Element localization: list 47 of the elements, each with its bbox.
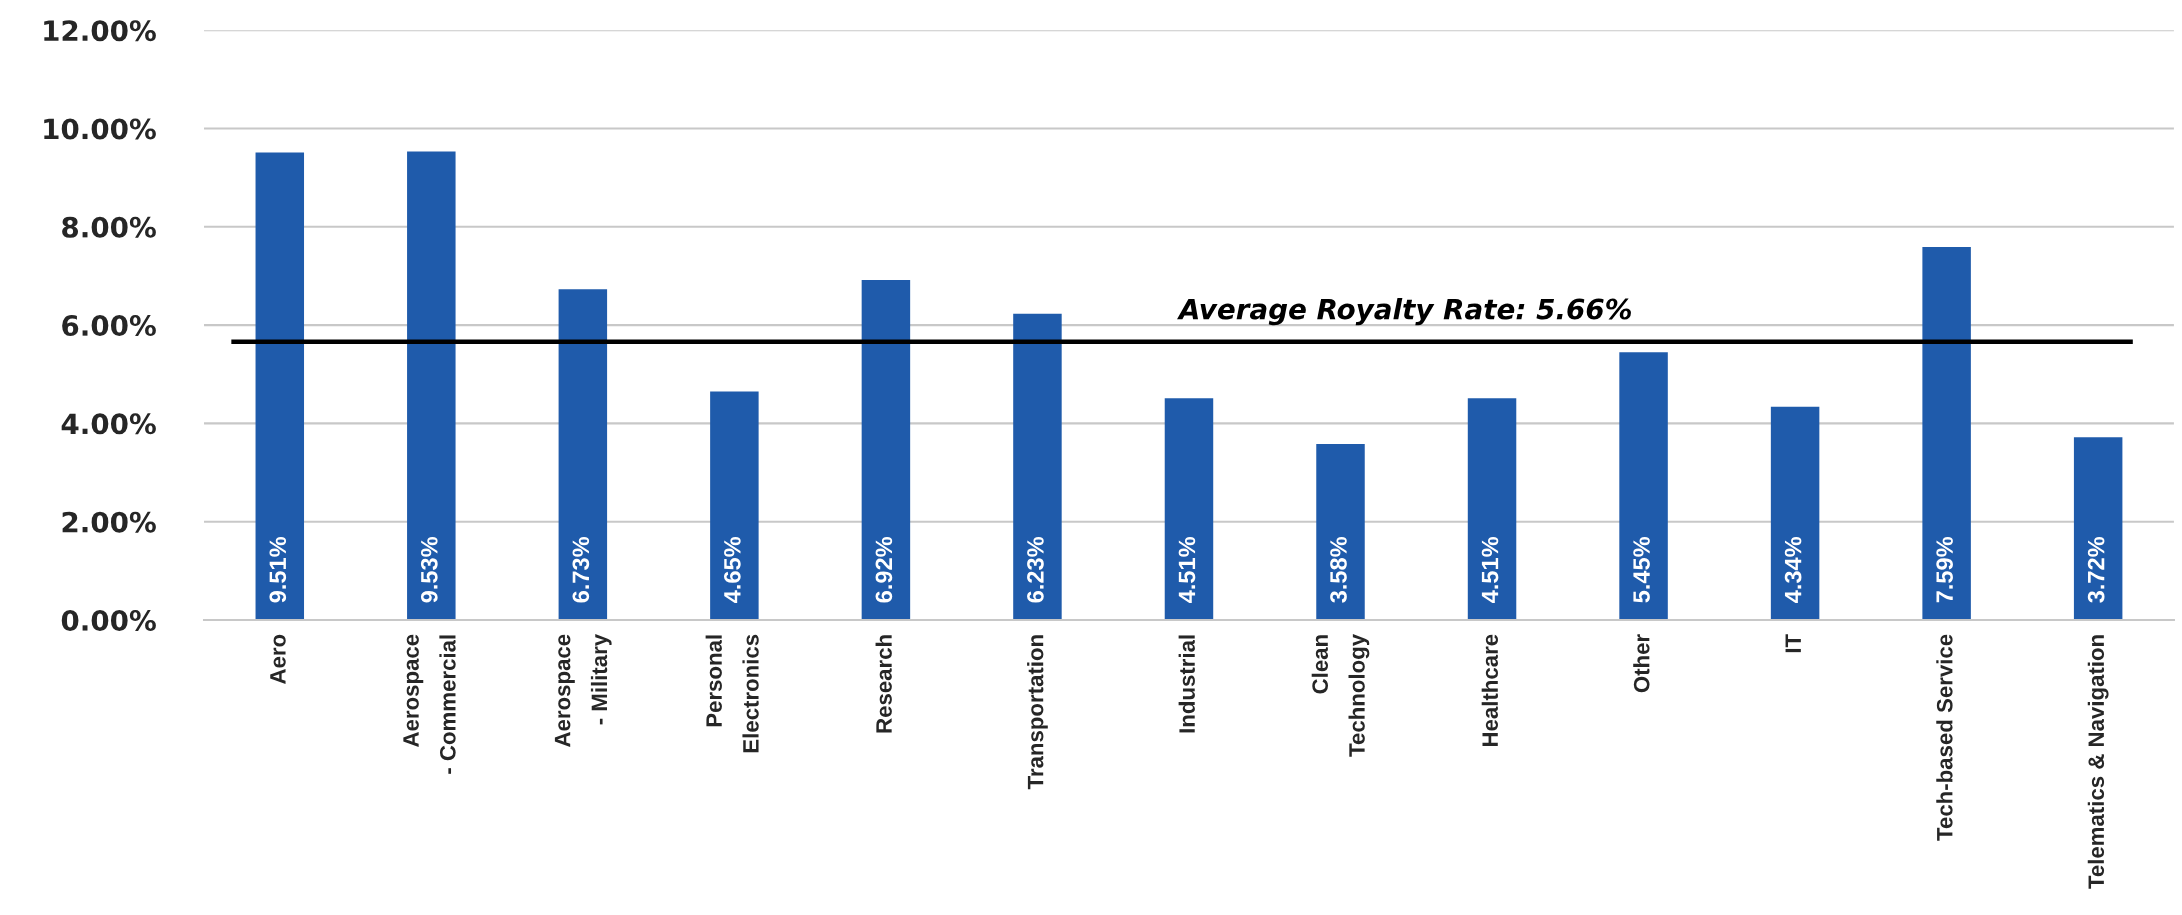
bar [861, 279, 911, 620]
data-label: 6.92% [875, 537, 893, 603]
bar [710, 391, 759, 620]
bar [1770, 406, 1820, 620]
x-tick-label: IT [1785, 634, 1801, 653]
x-tick-label: Aerospace - Military [554, 634, 612, 747]
x-tick-label: Healthcare [1481, 634, 1498, 747]
x-tick-label: Aerospace - Commercial [403, 634, 456, 774]
x-tick-label: Other [1633, 634, 1650, 693]
y-tick-label: 4.00% [61, 413, 156, 435]
x-tick-label: Telematics & Navigation [2087, 635, 2109, 889]
data-label: 7.59% [1936, 537, 1953, 603]
data-label: 4.51% [1178, 537, 1196, 603]
y-tick-label: 6.00% [62, 315, 156, 337]
bar [407, 151, 456, 620]
bar [1164, 398, 1214, 620]
data-label: 6.23% [1027, 537, 1044, 603]
data-label: 4.65% [724, 537, 741, 603]
bar [1922, 246, 1971, 620]
x-tick-label: Transportation [1027, 635, 1048, 790]
data-label: 9.53% [420, 537, 438, 603]
data-label: 4.34% [1784, 537, 1802, 603]
y-tick-label: 12.00% [44, 20, 156, 42]
data-label: 6.73% [572, 537, 590, 603]
x-tick-label: Research [875, 635, 892, 733]
data-label: 4.51% [1481, 537, 1499, 603]
y-tick-label: 8.00% [62, 216, 156, 238]
x-tick-label: Aero [270, 634, 286, 684]
x-tick-label: Personal Electronics [705, 634, 759, 753]
y-tick-label: 10.00% [44, 118, 156, 140]
data-label: 3.58% [1330, 537, 1347, 603]
data-label: 3.72% [2087, 537, 2105, 603]
x-tick-label: Clean Technology [1311, 634, 1370, 757]
y-tick-label: 0.00% [61, 609, 156, 631]
bar [2073, 437, 2123, 620]
bar [558, 289, 608, 620]
bar [1467, 398, 1517, 620]
ref-line-label: Average Royalty Rate: 5.66% [1177, 298, 1631, 326]
bar [1619, 352, 1668, 620]
data-label: 9.51% [269, 537, 287, 603]
data-label: 5.45% [1633, 537, 1650, 603]
x-tick-label: Industrial [1178, 635, 1195, 733]
y-tick-label: 2.00% [62, 511, 156, 533]
bar [1316, 444, 1365, 620]
x-tick-label: Tech-based Service [1936, 634, 1953, 841]
bar [255, 152, 305, 620]
bar [1013, 313, 1062, 620]
